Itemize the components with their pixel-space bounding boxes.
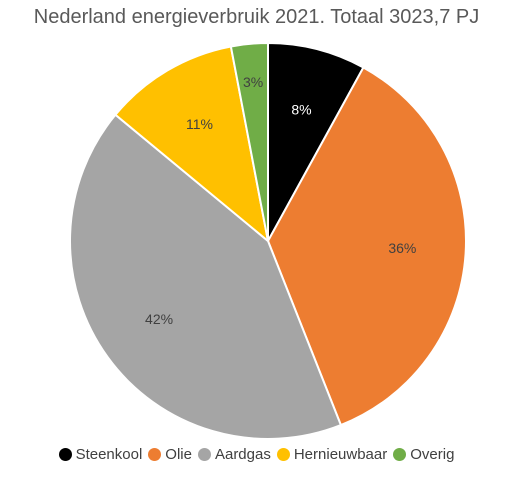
pie-slice-olie	[266, 66, 467, 427]
legend-item-olie: Olie	[148, 446, 192, 463]
legend-item-steenkool: Steenkool	[58, 446, 143, 463]
legend: Steenkool Olie Aardgas Hernieuwbaar Overig	[0, 446, 513, 463]
data-label-olie: 36%	[388, 240, 416, 256]
pie-slice-overig	[229, 41, 269, 242]
pie-slice-aardgas	[69, 113, 343, 440]
legend-label-overig: Overig	[410, 446, 455, 463]
legend-swatch-overig	[393, 448, 407, 461]
legend-swatch-hernieuwbaar	[276, 448, 290, 461]
legend-item-overig: Overig	[393, 446, 454, 463]
data-label-overig: 3%	[243, 74, 263, 90]
chart-title: Nederland energieverbruik 2021. Totaal 3…	[33, 6, 480, 28]
pie-slice-hernieuwbaar	[114, 45, 270, 244]
legend-label-steenkool: Steenkool	[75, 446, 143, 463]
legend-label-hernieuwbaar: Hernieuwbaar	[293, 446, 388, 463]
legend-label-aardgas: Aardgas	[214, 446, 271, 463]
pie-slice-steenkool	[267, 41, 365, 242]
data-label-hernieuwbaar: 11%	[186, 116, 213, 132]
legend-label-olie: Olie	[165, 446, 192, 463]
legend-item-hernieuwbaar: Hernieuwbaar	[276, 446, 388, 463]
legend-swatch-aardgas	[197, 448, 211, 461]
data-label-aardgas: 42%	[145, 311, 173, 327]
legend-swatch-steenkool	[58, 448, 72, 461]
data-label-steenkool: 8%	[291, 101, 311, 117]
legend-item-aardgas: Aardgas	[197, 446, 271, 463]
legend-swatch-olie	[148, 448, 162, 461]
